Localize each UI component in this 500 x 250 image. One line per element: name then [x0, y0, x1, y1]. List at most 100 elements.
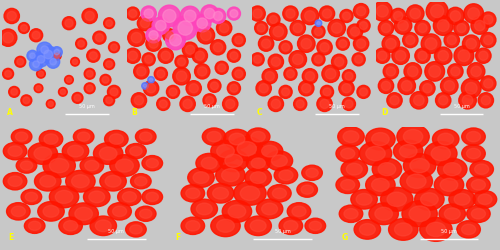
Circle shape	[3, 33, 13, 44]
Circle shape	[178, 58, 186, 66]
Circle shape	[356, 40, 366, 49]
Circle shape	[390, 9, 406, 24]
Circle shape	[432, 130, 459, 149]
Circle shape	[43, 206, 59, 217]
Circle shape	[110, 134, 124, 145]
Circle shape	[140, 20, 149, 29]
Circle shape	[451, 68, 460, 77]
Circle shape	[193, 172, 209, 184]
Circle shape	[396, 51, 406, 62]
Circle shape	[322, 10, 332, 19]
Circle shape	[342, 84, 351, 94]
Circle shape	[72, 93, 83, 104]
Circle shape	[228, 205, 246, 218]
Circle shape	[245, 168, 272, 188]
Circle shape	[37, 56, 45, 64]
Circle shape	[173, 17, 197, 41]
Circle shape	[372, 133, 389, 146]
Circle shape	[470, 161, 494, 178]
Circle shape	[378, 79, 394, 94]
Circle shape	[4, 9, 20, 24]
Circle shape	[254, 56, 262, 64]
Circle shape	[210, 82, 218, 90]
Circle shape	[394, 18, 412, 35]
Circle shape	[290, 21, 306, 36]
Circle shape	[169, 88, 177, 96]
Circle shape	[357, 86, 370, 99]
Circle shape	[320, 86, 334, 99]
Circle shape	[314, 56, 322, 64]
Circle shape	[473, 191, 496, 208]
Circle shape	[220, 24, 229, 34]
Circle shape	[170, 35, 181, 47]
Circle shape	[350, 28, 360, 37]
Circle shape	[339, 81, 354, 96]
Circle shape	[454, 47, 474, 66]
Circle shape	[328, 20, 345, 38]
Circle shape	[149, 40, 158, 49]
Circle shape	[144, 10, 154, 19]
Circle shape	[188, 168, 214, 188]
Circle shape	[439, 204, 466, 224]
Circle shape	[142, 190, 163, 205]
Circle shape	[194, 16, 211, 33]
Circle shape	[366, 174, 395, 196]
Circle shape	[271, 58, 280, 67]
Circle shape	[17, 59, 24, 66]
Circle shape	[480, 76, 496, 92]
Circle shape	[106, 21, 112, 27]
Circle shape	[366, 129, 395, 150]
Circle shape	[84, 69, 95, 80]
Circle shape	[33, 62, 40, 68]
Circle shape	[398, 78, 415, 95]
Circle shape	[378, 163, 396, 176]
Circle shape	[392, 48, 409, 65]
Text: 50 μm: 50 μm	[80, 103, 95, 108]
Text: C: C	[256, 108, 262, 116]
Circle shape	[351, 190, 378, 209]
Circle shape	[298, 81, 314, 96]
Circle shape	[336, 145, 359, 162]
Circle shape	[195, 52, 204, 61]
Circle shape	[400, 170, 432, 194]
Circle shape	[86, 71, 93, 78]
Circle shape	[262, 40, 270, 49]
Circle shape	[108, 86, 120, 99]
Text: E: E	[8, 232, 14, 241]
Circle shape	[474, 164, 488, 175]
Circle shape	[108, 43, 120, 54]
Circle shape	[163, 10, 176, 24]
Circle shape	[96, 220, 111, 232]
Circle shape	[156, 98, 170, 111]
Circle shape	[420, 218, 452, 242]
Circle shape	[93, 32, 106, 45]
Circle shape	[398, 21, 408, 32]
Circle shape	[89, 191, 104, 203]
Circle shape	[214, 12, 222, 22]
Circle shape	[142, 83, 148, 90]
Circle shape	[43, 154, 76, 178]
Circle shape	[118, 188, 141, 206]
Circle shape	[386, 39, 396, 50]
Circle shape	[130, 225, 142, 234]
Circle shape	[323, 88, 331, 96]
Circle shape	[478, 93, 494, 108]
Circle shape	[40, 176, 56, 187]
Circle shape	[134, 96, 143, 106]
Circle shape	[268, 185, 291, 202]
Circle shape	[444, 208, 460, 220]
Circle shape	[317, 22, 320, 26]
Circle shape	[387, 192, 406, 207]
Circle shape	[436, 93, 451, 108]
Circle shape	[80, 157, 104, 174]
Circle shape	[141, 7, 156, 22]
Circle shape	[267, 14, 280, 27]
Circle shape	[232, 34, 245, 48]
Circle shape	[279, 86, 292, 99]
Text: 50 μm: 50 μm	[454, 103, 469, 108]
Circle shape	[6, 203, 30, 220]
Circle shape	[208, 80, 221, 93]
Circle shape	[110, 45, 117, 51]
Circle shape	[39, 131, 63, 148]
Circle shape	[142, 156, 163, 171]
